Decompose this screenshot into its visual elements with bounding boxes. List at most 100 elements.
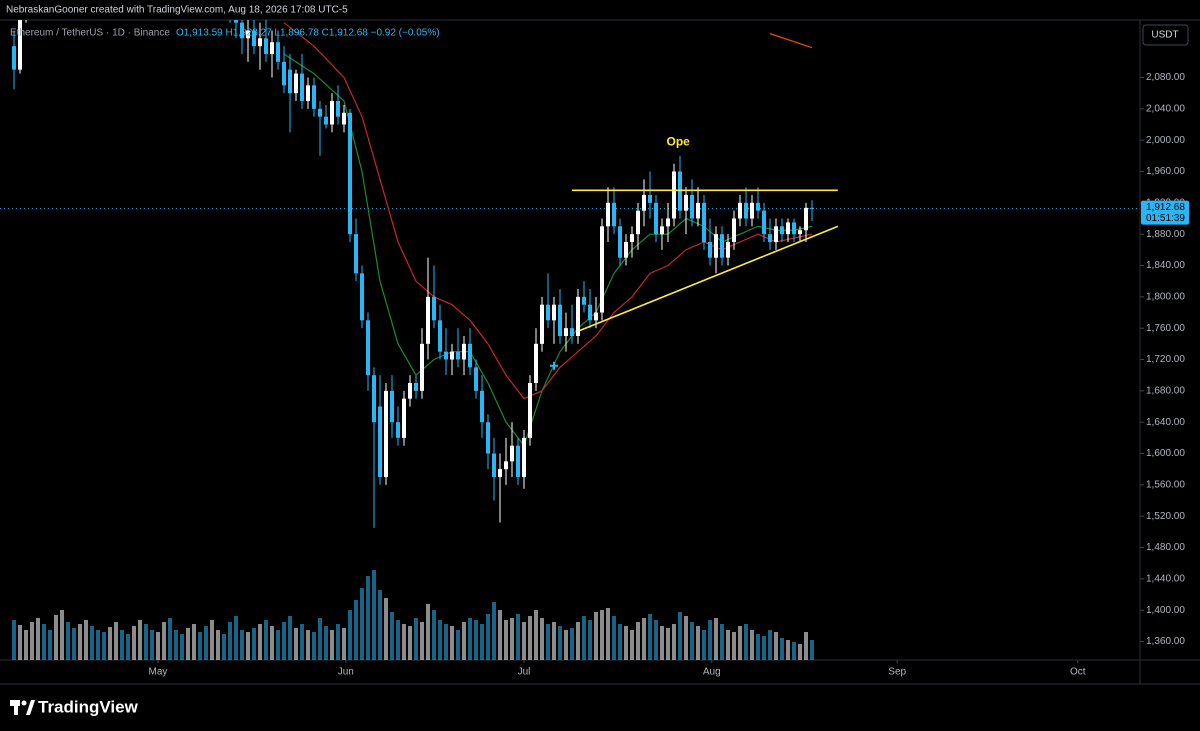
y-tick-label: 1,520.00 <box>1146 511 1185 522</box>
last-price-box <box>1141 200 1189 225</box>
y-tick-label: 1,480.00 <box>1146 542 1185 553</box>
y-tick-label: 2,040.00 <box>1146 103 1185 114</box>
candle-body <box>419 343 424 391</box>
candle-body <box>245 30 250 39</box>
volume-bar <box>539 618 544 660</box>
candle-body <box>239 22 244 39</box>
candle-body <box>797 230 802 235</box>
candle-body <box>791 222 796 235</box>
candle-body <box>641 195 646 211</box>
volume-bar <box>29 622 34 660</box>
volume-bar <box>101 632 106 660</box>
volume-bar <box>551 622 556 660</box>
volume-bar <box>521 622 526 660</box>
candle-body <box>437 320 442 352</box>
candle-body <box>761 210 766 235</box>
volume-bar <box>749 630 754 660</box>
candle-body <box>785 222 790 235</box>
volume-bar <box>455 630 460 660</box>
candle-body <box>335 100 340 117</box>
candle-body <box>455 351 460 360</box>
trendline <box>579 225 839 332</box>
volume-bar <box>413 618 418 660</box>
volume-bar <box>437 620 442 660</box>
volume-bar <box>143 624 148 660</box>
candle-body <box>659 226 664 235</box>
volume-bar <box>215 630 220 660</box>
volume-bar <box>113 622 118 660</box>
candle-body <box>623 242 628 258</box>
candle-body <box>479 390 484 423</box>
candle-body <box>731 218 736 243</box>
candle-body <box>671 171 676 219</box>
candle-body <box>509 445 514 462</box>
candle-body <box>611 202 616 227</box>
volume-bar <box>281 622 286 660</box>
candle-body <box>599 226 604 313</box>
volume-bar <box>341 628 346 660</box>
volume-bar <box>491 602 496 660</box>
volume-bar <box>689 622 694 660</box>
candle-body <box>305 85 310 101</box>
candle-body <box>773 226 778 243</box>
volume-bar <box>533 610 538 660</box>
volume-bar <box>701 630 706 660</box>
volume-bar <box>227 622 232 660</box>
volume-bar <box>329 630 334 660</box>
candle-body <box>443 351 448 360</box>
candle-body <box>395 422 400 438</box>
volume-bar <box>509 618 514 660</box>
volume-bar <box>11 620 16 660</box>
volume-bar <box>221 634 226 660</box>
volume-bar <box>695 626 700 660</box>
currency-button[interactable] <box>1142 24 1189 46</box>
candle-body <box>287 69 292 94</box>
volume-bar <box>617 624 622 660</box>
volume-bar <box>77 624 82 660</box>
last-price-label: 1,912.68 <box>1146 202 1185 213</box>
volume-bar <box>575 622 580 660</box>
candle-body <box>281 61 286 86</box>
volume-bar <box>257 624 262 660</box>
y-tick-label: 1,760.00 <box>1146 323 1185 334</box>
volume-bar <box>431 610 436 660</box>
candle-body <box>587 304 592 321</box>
candle-body <box>545 304 550 321</box>
volume-bar <box>707 620 712 660</box>
candle-body <box>647 195 652 203</box>
candle-body <box>569 328 574 337</box>
volume-bar <box>197 632 202 660</box>
x-tick-label: Jun <box>338 667 354 678</box>
x-tick-label: May <box>149 667 168 678</box>
volume-bar <box>95 630 100 660</box>
candle-body <box>11 46 16 70</box>
candle-body <box>719 234 724 258</box>
candle-body <box>683 195 688 211</box>
volume-bar <box>545 624 550 660</box>
volume-bar <box>383 598 388 660</box>
y-tick-label: 2,080.00 <box>1146 72 1185 83</box>
volume-bar <box>479 624 484 660</box>
volume-bar <box>563 630 568 660</box>
volume-bar <box>683 616 688 660</box>
volume-bar <box>587 620 592 660</box>
candle-body <box>563 328 568 337</box>
volume-bar <box>131 626 136 660</box>
volume-bar <box>467 618 472 660</box>
candle-body <box>665 218 670 227</box>
currency[interactable]: USDT <box>1151 30 1178 41</box>
candle-body <box>269 42 274 54</box>
volume-bar <box>773 632 778 660</box>
volume-bar <box>347 610 352 660</box>
volume-bar <box>629 630 634 660</box>
candle-body <box>767 234 772 243</box>
candle-body <box>311 85 316 109</box>
candle-body <box>233 20 238 23</box>
candle-body <box>725 242 730 258</box>
volume-bar <box>47 630 52 660</box>
candle-body <box>527 383 532 438</box>
volume-bar <box>137 620 142 660</box>
volume-bar <box>497 610 502 660</box>
